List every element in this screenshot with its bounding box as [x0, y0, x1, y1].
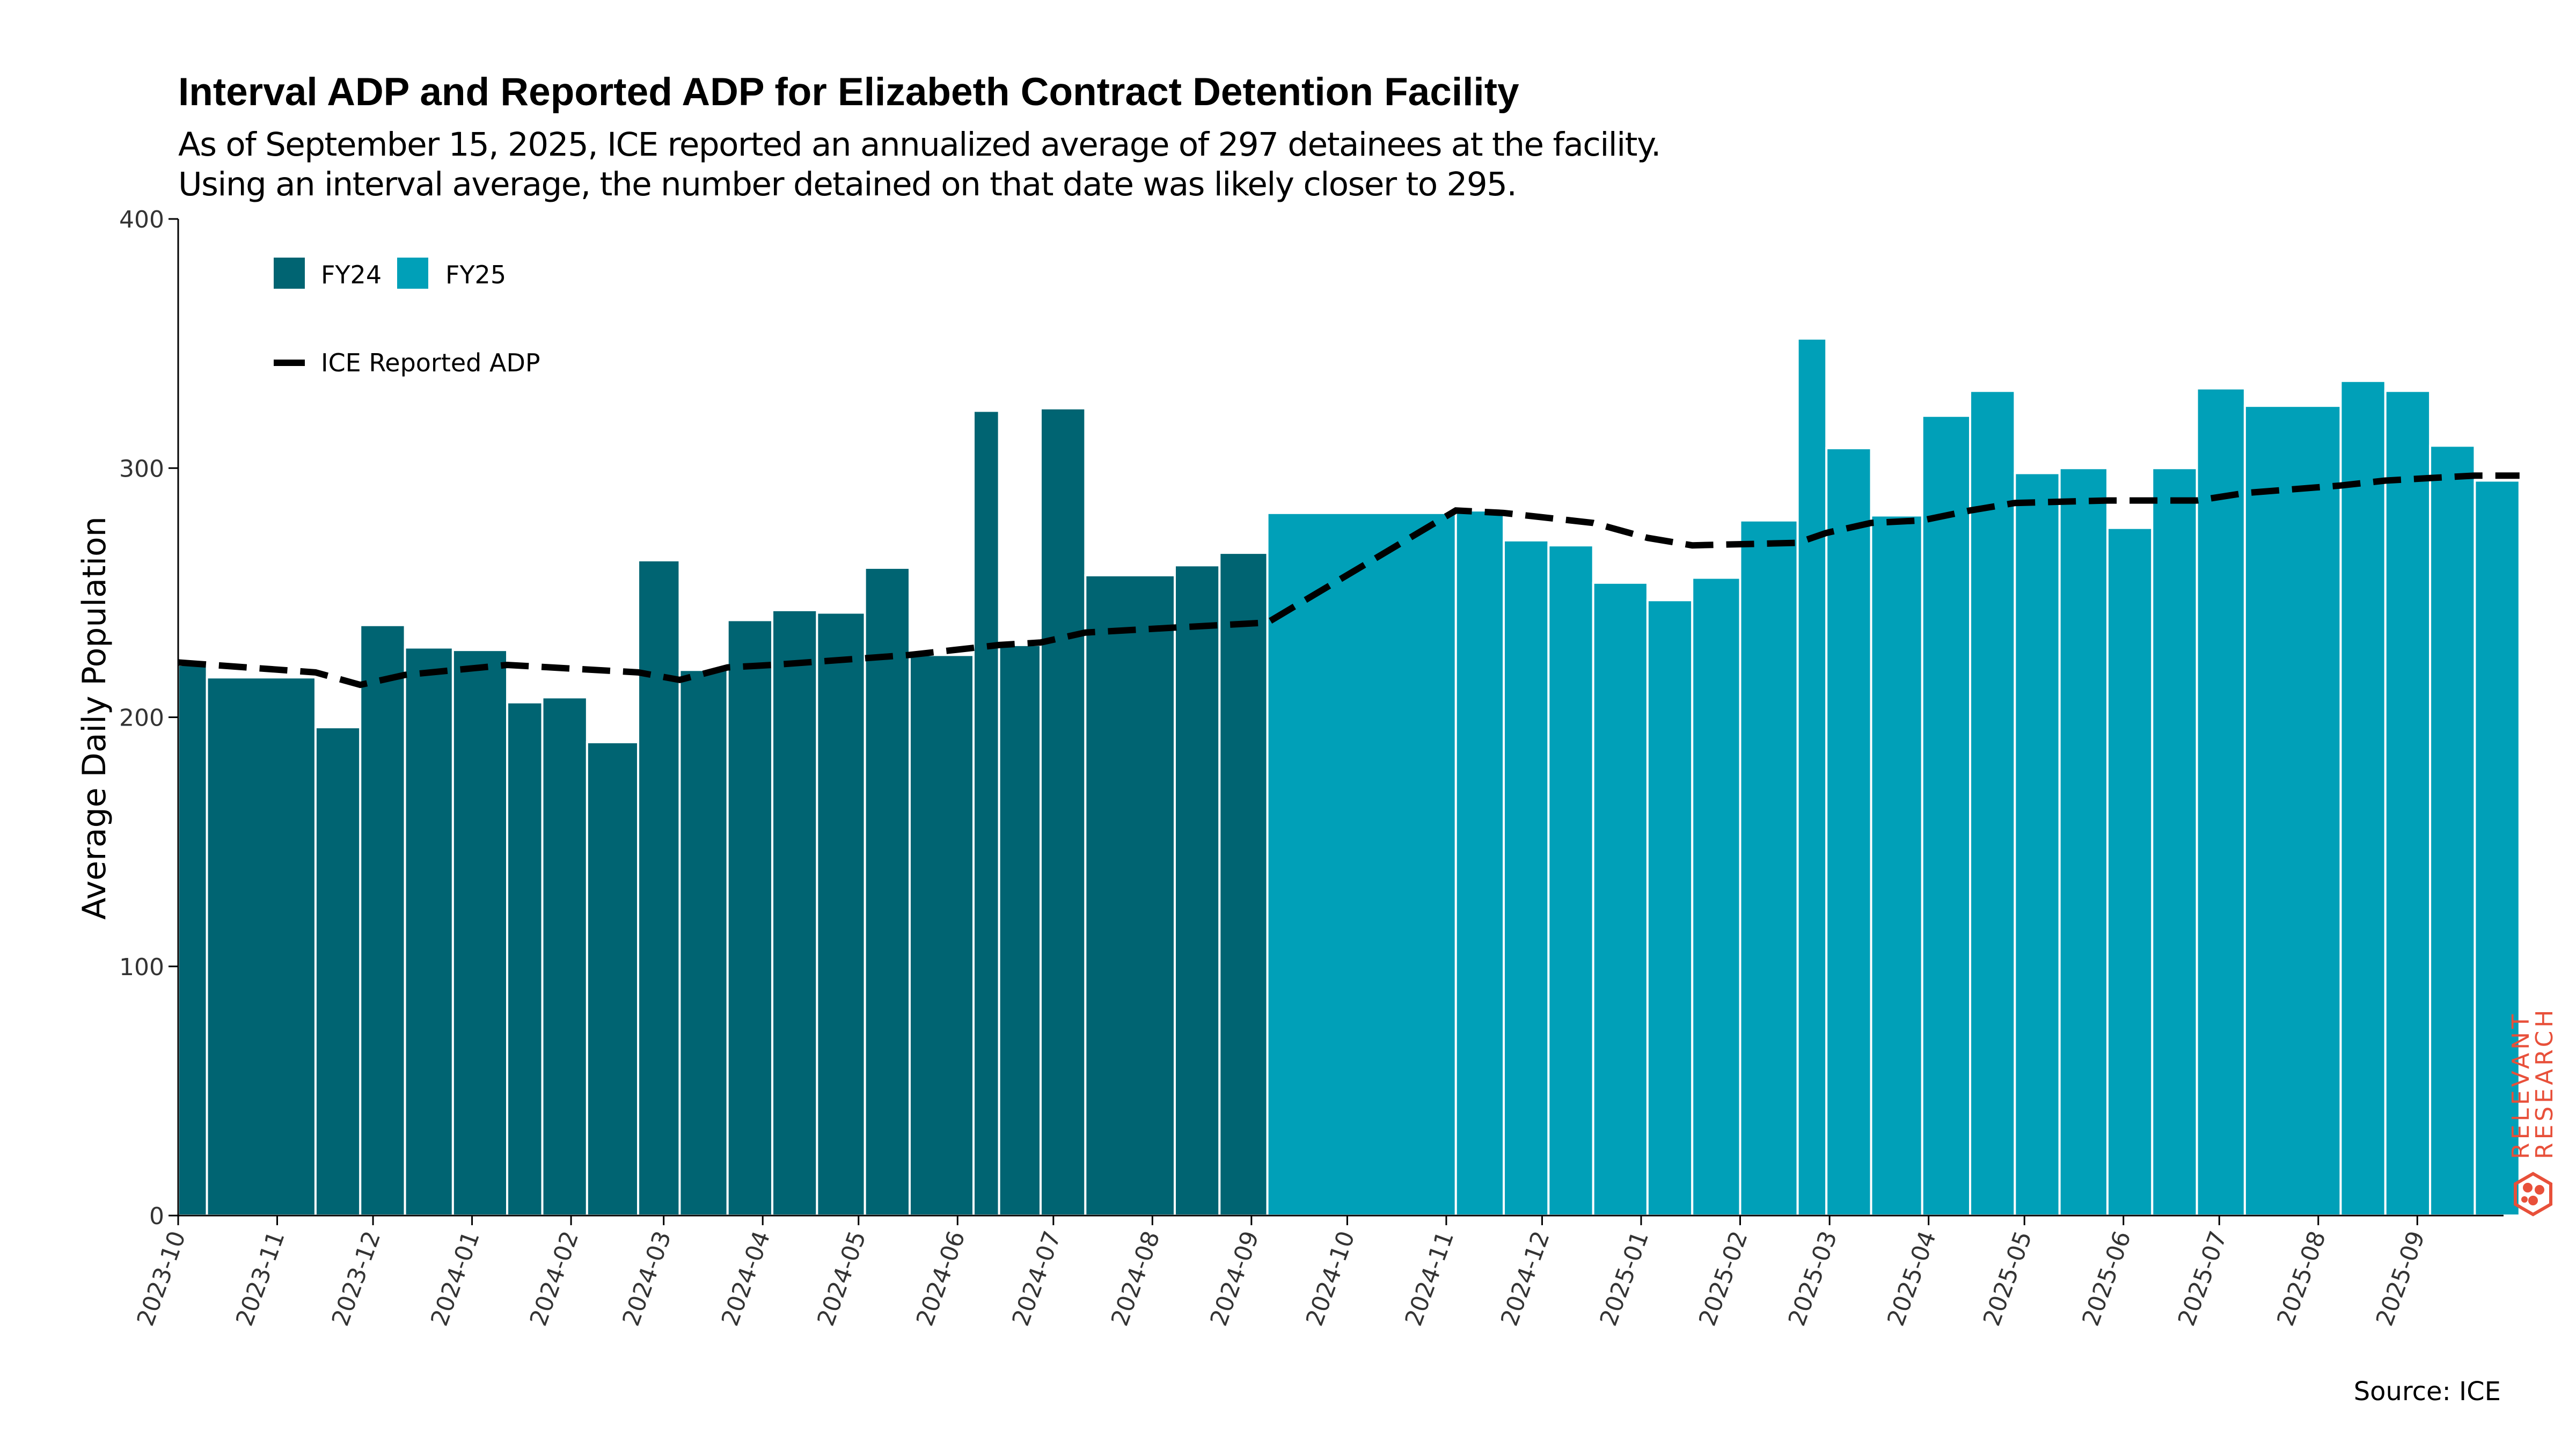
source-note: Source: ICE: [2353, 1377, 2501, 1407]
hexagon-molecule-icon: [2514, 1172, 2552, 1217]
x-tick-label-2023-10: 2023-10: [132, 1227, 192, 1329]
bar-fy24-21: [1218, 552, 1269, 1217]
bar-fy24-6: [506, 701, 544, 1217]
bar-fy24-0: [177, 664, 208, 1217]
x-tick-label-2023-12: 2023-12: [327, 1227, 386, 1329]
bar-fy25-17: [2196, 387, 2246, 1217]
bar-fy25-10: [1870, 514, 1923, 1217]
bar-fy25-22: [2473, 479, 2521, 1217]
y-tick-label-200: 200: [119, 705, 164, 732]
y-tick-label-100: 100: [119, 954, 164, 981]
bar-fy24-15: [908, 654, 975, 1217]
x-tick-label-2024-06: 2024-06: [911, 1227, 971, 1329]
chart-title: Interval ADP and Reported ADP for Elizab…: [178, 70, 1519, 114]
bar-fy24-16: [972, 409, 1000, 1217]
bar-fy24-9: [637, 559, 681, 1217]
legend-label-fy24: FY24: [321, 260, 382, 289]
x-tick-label-2025-06: 2025-06: [2077, 1227, 2136, 1329]
bar-fy25-7: [1739, 519, 1799, 1217]
y-axis-label: Average Daily Population: [76, 516, 113, 920]
bar-fy24-8: [586, 741, 640, 1217]
chart-subtitle-line-2: Using an interval average, the number de…: [178, 165, 1517, 203]
bar-fy24-17: [998, 643, 1042, 1217]
x-tick-label-2024-04: 2024-04: [716, 1227, 776, 1329]
legend-swatch-fy24: [274, 258, 305, 289]
legend: FY24 FY25 ICE Reported ADP: [274, 258, 540, 377]
bar-fy25-20: [2384, 390, 2432, 1217]
bar-fy24-3: [359, 624, 406, 1217]
x-tick-label-2025-02: 2025-02: [1694, 1227, 1753, 1329]
legend-swatch-fy25: [397, 258, 428, 289]
bar-fy25-21: [2429, 444, 2476, 1217]
y-tick-label-300: 300: [119, 455, 164, 482]
x-tick-label-2023-11: 2023-11: [231, 1227, 290, 1329]
bar-fy25-15: [2106, 526, 2154, 1217]
x-tick-label-2025-03: 2025-03: [1783, 1227, 1843, 1329]
bar-fy24-20: [1174, 564, 1221, 1217]
y-tick-label-400: 400: [119, 206, 164, 233]
reported-line-layer: [178, 472, 2520, 689]
x-tick-label-2024-12: 2024-12: [1496, 1227, 1555, 1329]
bar-fy25-4: [1592, 581, 1649, 1217]
bar-fy24-13: [816, 611, 866, 1217]
x-tick-label-2025-04: 2025-04: [1882, 1227, 1942, 1329]
bar-fy25-5: [1646, 599, 1694, 1217]
bar-fy24-4: [404, 646, 454, 1217]
bar-fy25-18: [2243, 405, 2342, 1217]
bar-fy24-19: [1084, 574, 1176, 1217]
x-tick-label-2025-01: 2025-01: [1595, 1227, 1655, 1329]
x-tick-label-2025-09: 2025-09: [2371, 1227, 2431, 1329]
bar-fy25-6: [1691, 576, 1741, 1217]
x-tick-label-2024-08: 2024-08: [1106, 1227, 1166, 1329]
x-tick-label-2024-07: 2024-07: [1007, 1227, 1066, 1329]
bar-fy25-3: [1547, 544, 1594, 1217]
bar-fy25-13: [2014, 472, 2061, 1217]
bar-fy24-14: [863, 566, 911, 1217]
bar-fy25-11: [1921, 414, 1972, 1217]
x-tick-label-2024-02: 2024-02: [525, 1227, 584, 1329]
bar-fy24-12: [771, 609, 818, 1217]
bar-fy25-14: [2058, 467, 2109, 1217]
chart-subtitle-line-1: As of September 15, 2025, ICE reported a…: [178, 126, 1661, 164]
bar-fy24-11: [726, 619, 774, 1217]
x-tick-label-2024-03: 2024-03: [617, 1227, 677, 1329]
bar-fy25-9: [1825, 447, 1872, 1217]
bar-fy25-2: [1503, 539, 1550, 1217]
bar-fy24-1: [206, 676, 317, 1217]
bar-fy24-18: [1040, 407, 1087, 1217]
bar-fy25-19: [2339, 379, 2387, 1217]
bar-fy25-16: [2151, 467, 2198, 1217]
x-tick-label-2024-09: 2024-09: [1205, 1227, 1264, 1329]
x-tick-label-2024-11: 2024-11: [1400, 1227, 1459, 1329]
bars-layer: [177, 337, 2521, 1217]
x-tick-label-2024-10: 2024-10: [1301, 1227, 1360, 1329]
bar-fy25-0: [1266, 511, 1457, 1217]
bar-fy24-10: [678, 669, 729, 1217]
x-tick-label-2024-05: 2024-05: [812, 1227, 872, 1329]
bar-fy25-1: [1454, 509, 1505, 1217]
relevant-research-logo: RELEVANT RESEARCH: [2507, 1007, 2558, 1217]
logo-text-relevant: RELEVANT: [2507, 1011, 2535, 1159]
x-tick-label-2025-08: 2025-08: [2272, 1227, 2331, 1329]
legend-label-reported-adp: ICE Reported ADP: [321, 348, 540, 377]
bar-fy24-2: [314, 726, 362, 1217]
y-tick-label-0: 0: [149, 1203, 164, 1230]
bar-fy24-5: [451, 649, 509, 1217]
bar-fy25-12: [1969, 390, 2016, 1217]
bar-fy24-7: [541, 696, 588, 1217]
x-tick-label-2024-01: 2024-01: [426, 1227, 485, 1329]
logo-text-research: RESEARCH: [2531, 1007, 2558, 1159]
legend-label-fy25: FY25: [445, 260, 506, 289]
reported-adp-line: [178, 472, 2520, 689]
bar-fy25-8: [1796, 337, 1828, 1217]
x-tick-label-2025-05: 2025-05: [1978, 1227, 2038, 1329]
x-tick-label-2025-07: 2025-07: [2173, 1227, 2233, 1329]
